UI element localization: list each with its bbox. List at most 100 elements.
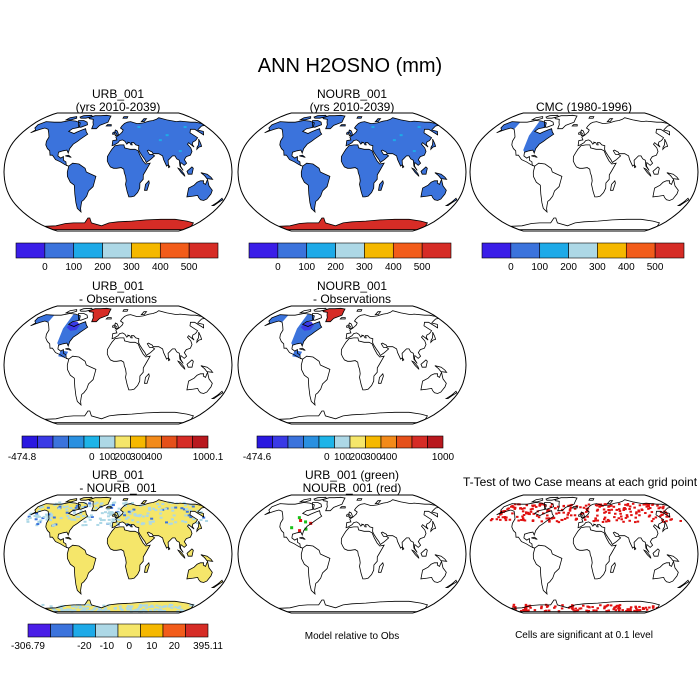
cell (80, 609, 84, 612)
sig-cell (574, 518, 578, 521)
sig-cell (628, 505, 632, 508)
colorbar-tick-label: 400 (618, 262, 635, 273)
sig-cell (548, 509, 551, 512)
coast-ellesmere (313, 307, 327, 312)
sig-cell (573, 610, 576, 613)
sig-cell (661, 518, 664, 521)
coast-sumatra (410, 360, 420, 370)
sig-cell (633, 506, 636, 509)
coast-novaya (140, 500, 148, 504)
coast-arcticisl (298, 309, 312, 314)
coast-newzealand (216, 579, 224, 585)
cell (76, 515, 80, 518)
colorbar-tick-label: 10 (146, 641, 158, 652)
sig-cell (596, 607, 600, 610)
coast-newzealand2 (444, 583, 455, 588)
coast-novaya (606, 500, 614, 504)
coast-iceland (105, 506, 112, 509)
coast-newzealand2 (210, 394, 221, 399)
coast-northamerica (264, 502, 323, 549)
coast-britain (580, 129, 585, 137)
colorbar-tick-label: -10 (100, 641, 115, 652)
cell (182, 501, 186, 504)
sig-cell (561, 604, 564, 607)
sig-cell (574, 607, 578, 610)
sig-cell (571, 604, 574, 607)
coast-cuba (65, 347, 72, 351)
cell (83, 505, 87, 508)
cell (86, 603, 90, 606)
colorbar-tick-label: 300 (123, 262, 140, 273)
cell (83, 520, 87, 523)
cell (131, 502, 135, 505)
sig-cell (662, 520, 665, 523)
land-northamerica (30, 120, 88, 167)
land-eurasia (112, 117, 205, 171)
sig-cell (524, 512, 528, 515)
cell (131, 519, 135, 522)
sig-cell (537, 516, 541, 519)
cell (182, 508, 186, 511)
colorbar-tick-label: 100 (531, 262, 548, 273)
sig-cell (517, 519, 520, 522)
snow-greenland (322, 308, 345, 322)
map-border (469, 494, 699, 614)
sig-cell (514, 607, 517, 610)
cell (157, 609, 161, 612)
sig-cell (625, 609, 628, 612)
sig-cell (495, 518, 499, 521)
colorbar-box (37, 435, 54, 449)
cell (161, 503, 165, 506)
cell (83, 604, 87, 607)
colorbar-box (510, 242, 541, 259)
cell (69, 507, 73, 510)
land-africa (107, 144, 151, 197)
cell (174, 506, 178, 509)
cell (176, 607, 180, 610)
coast-svalbard (122, 309, 129, 312)
land-australia (186, 179, 213, 201)
sig-cell (540, 605, 543, 608)
sig-cell (618, 607, 622, 610)
land-africa (341, 144, 385, 197)
coast-newzealand2 (210, 583, 221, 588)
sig-cell (529, 510, 533, 513)
colorbar-box (539, 242, 569, 259)
sig-cell (629, 510, 632, 513)
cell (164, 507, 168, 510)
cell (28, 516, 32, 519)
sig-cell (617, 606, 621, 609)
cell (42, 515, 46, 518)
sig-cell (622, 520, 625, 523)
cell (145, 514, 149, 517)
sig-cell (500, 512, 503, 515)
colorbar-tick-label: 200 (114, 452, 131, 463)
sig-cell (622, 509, 625, 512)
colorbar-box (365, 435, 382, 449)
coast-newguinea (666, 172, 680, 180)
coast-arcticisl (298, 498, 312, 503)
cell (93, 607, 97, 610)
cell (83, 609, 87, 612)
colorbar-box (114, 435, 131, 449)
colorbar-box (83, 435, 100, 449)
sig-cell (635, 511, 638, 514)
sig-cell (514, 606, 517, 609)
coast-africa (572, 144, 617, 198)
sig-cell (545, 517, 548, 520)
cell (49, 605, 53, 608)
colorbar-box (421, 242, 452, 259)
coast-northamerica (264, 120, 323, 167)
cell (48, 516, 52, 519)
sig-cell (679, 519, 682, 522)
cell (159, 608, 163, 611)
land-newguinea (434, 172, 447, 180)
cell (88, 505, 92, 508)
sig-cell (640, 508, 644, 511)
land-greenland (322, 115, 345, 129)
cell (123, 504, 127, 507)
cell (90, 609, 94, 612)
land-greenland (88, 115, 111, 129)
sig-cell (540, 520, 544, 523)
colorbar-box (50, 623, 74, 638)
